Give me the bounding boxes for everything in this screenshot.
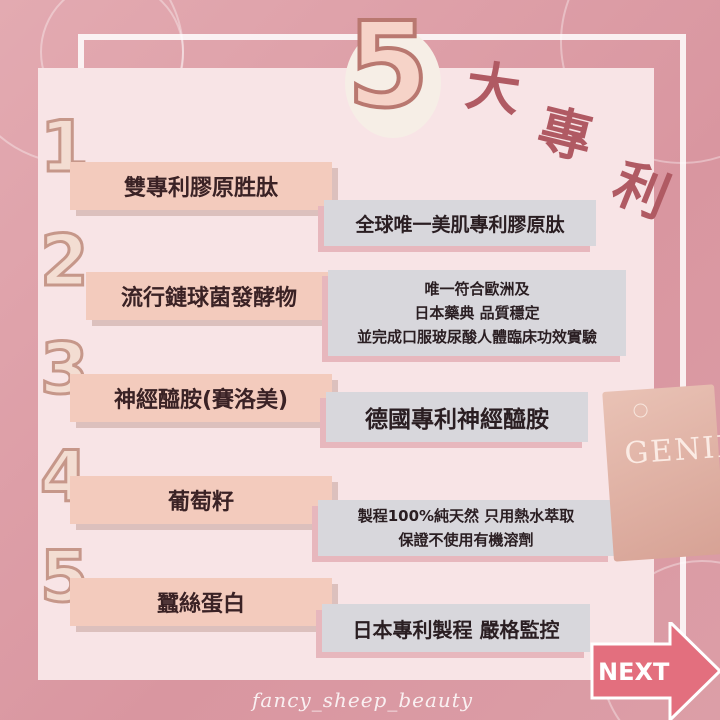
- description-line: 製程100%純天然 只用熱水萃取: [357, 507, 575, 525]
- item-description: 德國專利神經醯胺: [326, 392, 588, 442]
- item-description: 全球唯一美肌專利膠原肽: [324, 200, 596, 246]
- next-arrow-icon[interactable]: [588, 622, 720, 720]
- item-label: 葡萄籽: [70, 476, 332, 524]
- description-line: 全球唯一美肌專利膠原肽: [355, 213, 565, 236]
- title-char-1: 大: [461, 53, 525, 124]
- title-number: 5: [345, 0, 431, 134]
- product-name: GENIE: [623, 428, 720, 472]
- product-package: GENIE: [602, 384, 720, 562]
- item-description: 唯一符合歐洲及 日本藥典 品質穩定 並完成口服玻尿酸人體臨床功效實驗: [328, 270, 626, 356]
- description-line: 日本專利製程 嚴格監控: [352, 617, 560, 642]
- brand-watermark: fancy_sheep_beauty: [252, 688, 474, 712]
- item-label: 神經醯胺(賽洛美): [70, 374, 332, 422]
- description-line: 保證不使用有機溶劑: [398, 531, 534, 549]
- next-label[interactable]: NEXT: [598, 658, 670, 686]
- description-line: 並完成口服玻尿酸人體臨床功效實驗: [356, 328, 597, 346]
- item-description: 製程100%純天然 只用熱水萃取 保證不使用有機溶劑: [318, 500, 614, 556]
- product-logo-icon: [633, 403, 649, 418]
- item-description: 日本專利製程 嚴格監控: [322, 604, 590, 652]
- item-label: 流行鏈球菌發酵物: [86, 272, 332, 320]
- item-number: 2: [39, 220, 91, 302]
- description-line: 日本藥典 品質穩定: [414, 304, 540, 322]
- title-number-badge: [345, 28, 441, 138]
- description-line: 唯一符合歐洲及: [424, 280, 530, 298]
- item-label: 雙專利膠原胜肽: [70, 162, 332, 210]
- description-line: 德國專利神經醯胺: [365, 407, 549, 433]
- item-label: 蠶絲蛋白: [70, 578, 332, 626]
